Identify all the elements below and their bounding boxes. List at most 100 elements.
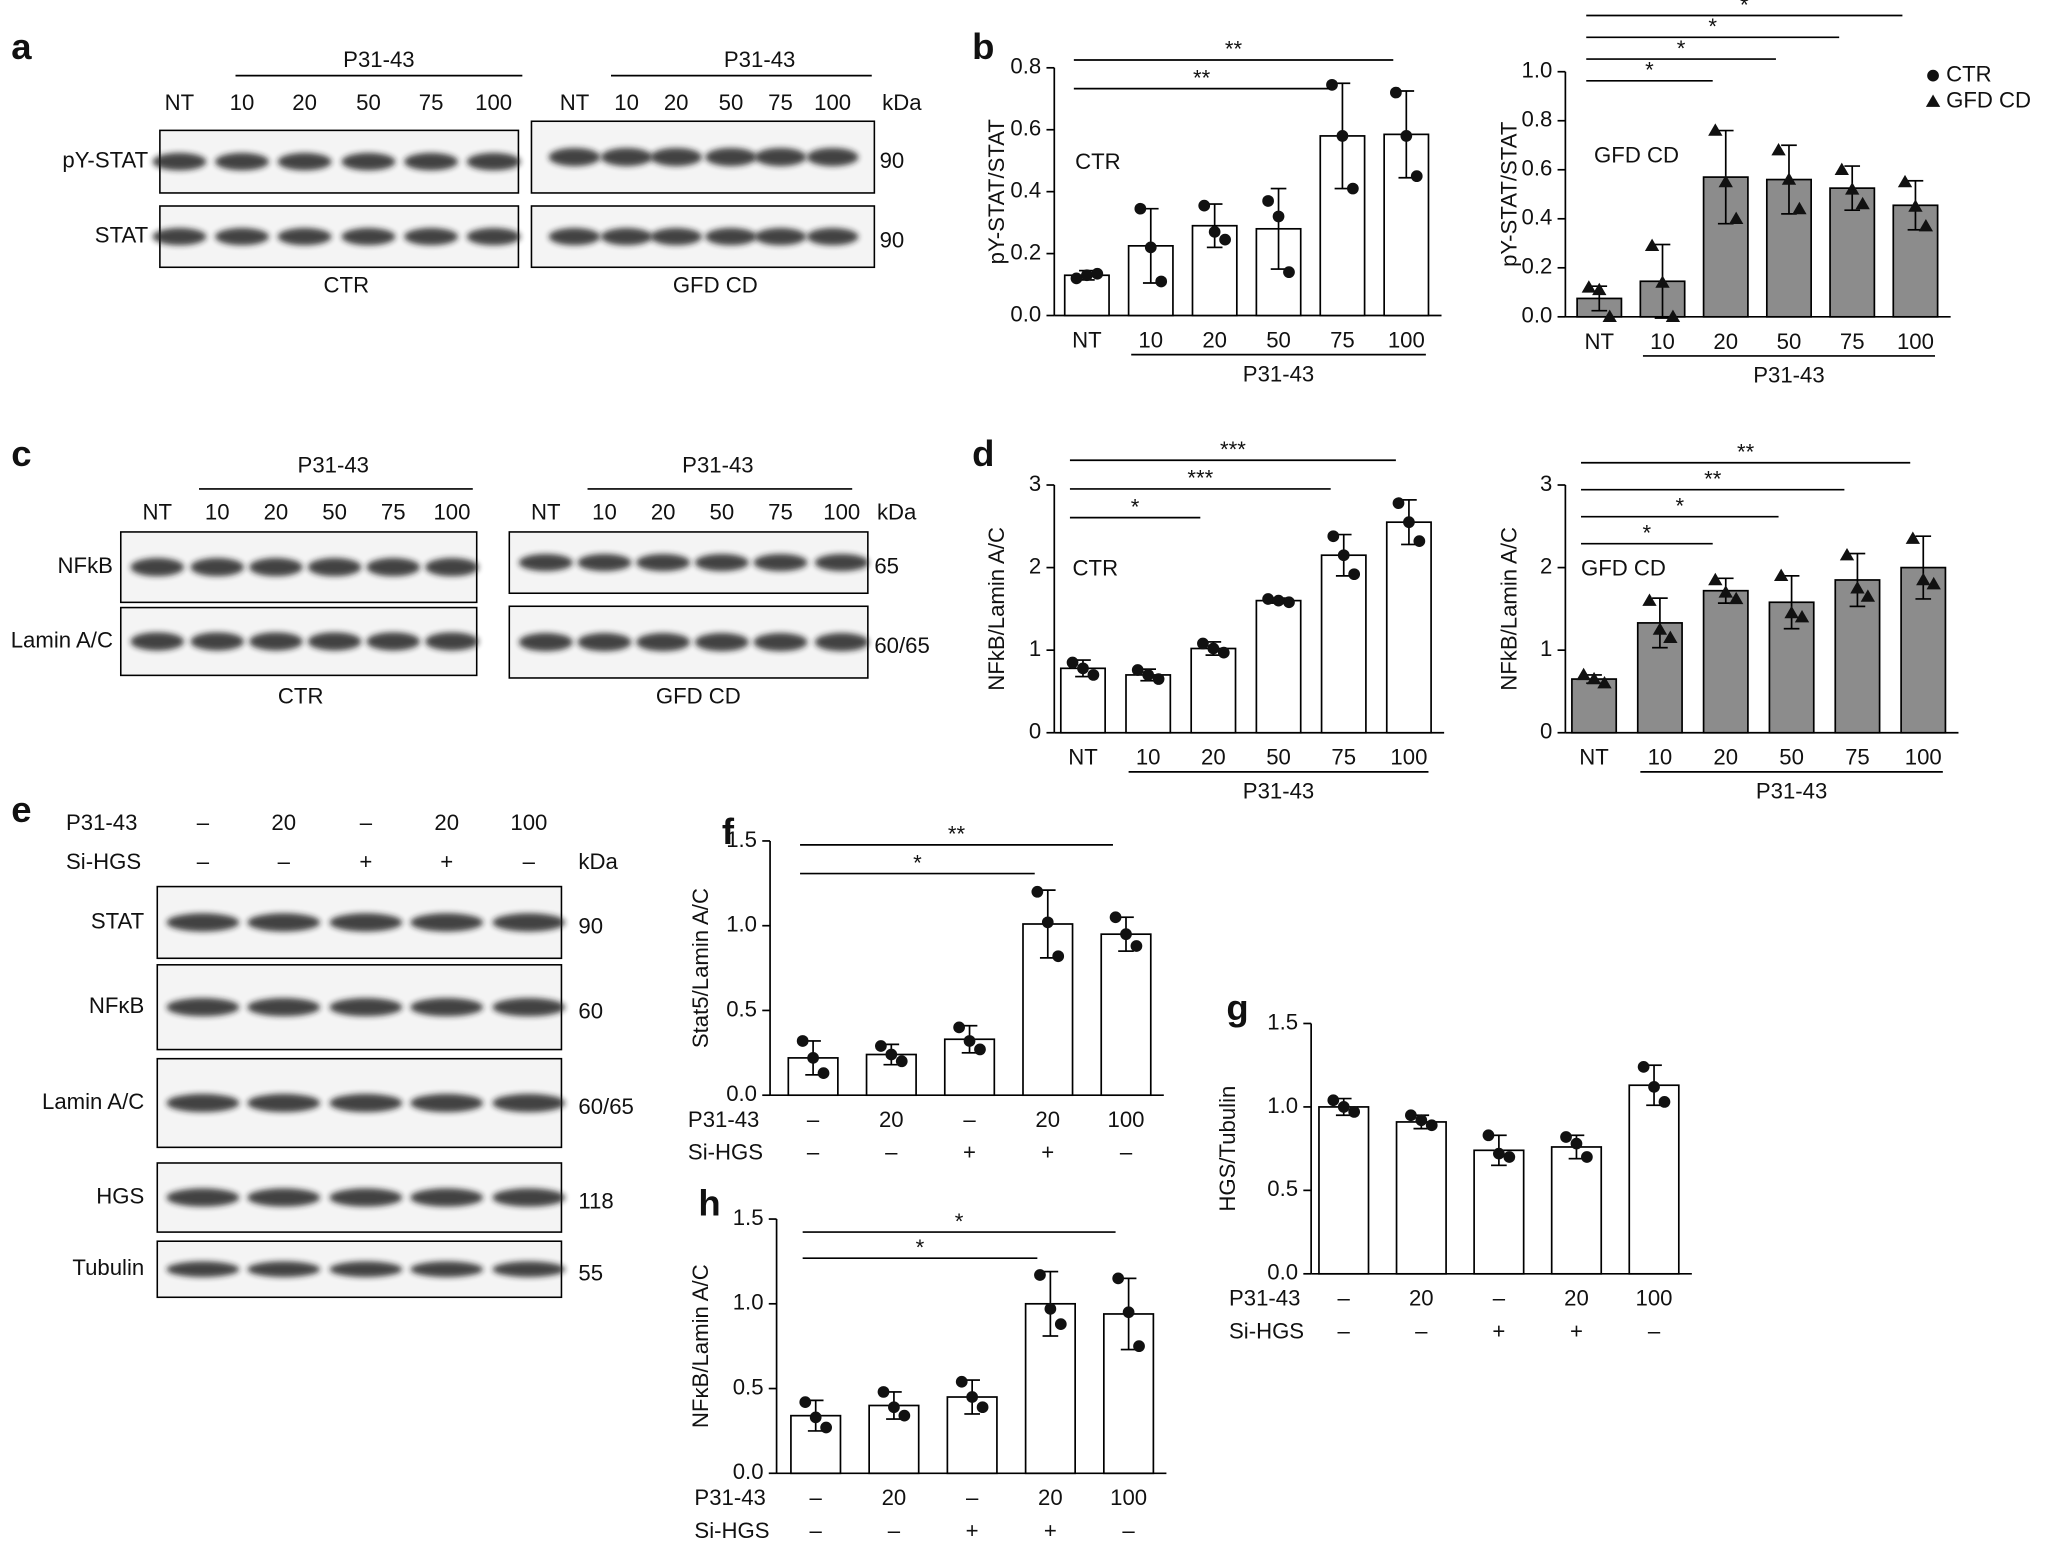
row-label: Tubulin [72, 1255, 144, 1280]
row-label: Lamin A/C [42, 1089, 144, 1114]
x-tick-label: 10 [1136, 745, 1161, 770]
row-label: STAT [91, 908, 145, 933]
x-tick-label: 20 [1409, 1286, 1434, 1311]
y-tick-label: 0.2 [1010, 239, 1041, 264]
blot-band [190, 558, 244, 577]
blot-band [329, 913, 403, 932]
blot-header: P31-43 [724, 47, 795, 72]
data-point [1337, 549, 1350, 562]
blot-header: P31-43 [682, 453, 753, 478]
data-point [1327, 530, 1340, 543]
data-point [1648, 1081, 1660, 1093]
significance-label: *** [1220, 437, 1246, 462]
condition-label: – [523, 849, 536, 874]
data-point [1041, 916, 1054, 929]
y-tick-label: 0.8 [1010, 54, 1041, 79]
data-point [953, 1021, 965, 1034]
y-axis-label: pY-STAT/STAT [984, 119, 1009, 265]
y-tick-label: 3 [1540, 471, 1552, 496]
blot-header: P31-43 [343, 47, 414, 72]
lane-label: 75 [381, 500, 406, 525]
panel-letter: e [11, 789, 31, 830]
data-point [1348, 568, 1361, 581]
data-point [1602, 309, 1617, 323]
blot-band [814, 554, 869, 572]
bar [1385, 521, 1432, 734]
row-label: NFkB [58, 553, 113, 578]
bar [1059, 667, 1106, 734]
blot-band [366, 632, 420, 651]
data-point [1839, 548, 1855, 561]
x-tick-label: 10 [1138, 327, 1163, 352]
significance-label: * [1131, 494, 1140, 519]
data-point [1272, 594, 1285, 607]
x-tick-label: – [810, 1518, 823, 1543]
x-row-name: Si-HGS [1229, 1318, 1304, 1343]
data-point [1918, 218, 1934, 232]
lane-label: NT [560, 90, 590, 115]
data-point [1392, 497, 1405, 510]
y-tick-label: 0.5 [1267, 1176, 1298, 1201]
panel-letter: g [1226, 987, 1248, 1028]
panel-letter: h [698, 1183, 720, 1224]
data-point [888, 1401, 900, 1414]
data-point [1131, 664, 1144, 676]
data-point [1066, 656, 1079, 669]
y-tick-label: 1.5 [733, 1205, 764, 1230]
group-label: P31-43 [1243, 361, 1314, 386]
blot-band [694, 632, 749, 652]
blot-band [152, 152, 207, 171]
data-point [1897, 174, 1913, 188]
data-point [1155, 275, 1168, 288]
data-point [898, 1409, 911, 1422]
blot-band [247, 1261, 321, 1278]
lane-label: 50 [719, 90, 744, 115]
y-tick-label: 0.6 [1522, 156, 1553, 181]
blot-band [425, 632, 479, 651]
data-point [1413, 535, 1426, 548]
data-point [1091, 267, 1104, 280]
data-point [1855, 196, 1870, 210]
blot-band [341, 152, 396, 171]
data-point [1708, 123, 1723, 136]
condition-label: + [359, 849, 372, 874]
blot-band [166, 998, 240, 1017]
significance-label: ** [1225, 37, 1243, 62]
blot-band [636, 554, 691, 572]
data-point [875, 1040, 887, 1052]
blot-band [814, 632, 869, 652]
blot-caption: GFD CD [673, 273, 758, 298]
size-label: 90 [578, 914, 603, 939]
blot-band [694, 554, 749, 572]
group-label: P31-43 [1243, 779, 1314, 804]
data-point [1637, 1061, 1650, 1073]
blot-band [130, 558, 184, 577]
data-point [1197, 637, 1209, 650]
panel-letter: a [11, 26, 32, 67]
data-point [1262, 593, 1274, 605]
data-point [1655, 275, 1670, 288]
data-point [1219, 233, 1231, 246]
x-tick-label: 20 [1035, 1107, 1060, 1132]
data-point [1283, 266, 1295, 279]
lane-label: 75 [419, 90, 444, 115]
blot-band [215, 152, 269, 171]
unit-label: kDa [578, 849, 618, 874]
condition-label: – [360, 810, 373, 835]
condition-label: 20 [434, 810, 459, 835]
y-tick-label: 0.4 [1010, 178, 1041, 203]
row-label: HGS [96, 1183, 144, 1208]
y-tick-label: 1.0 [1522, 58, 1553, 83]
condition-label: + [440, 849, 453, 874]
data-point [1283, 596, 1295, 609]
blot-band [249, 632, 303, 651]
data-point [1070, 272, 1083, 285]
blot-band [366, 558, 420, 577]
y-tick-label: 1.5 [1267, 1009, 1298, 1034]
x-tick-label: 100 [1108, 1107, 1145, 1132]
data-point [1781, 172, 1797, 185]
data-point [1581, 280, 1597, 293]
x-tick-label: NT [1072, 327, 1102, 352]
significance-label: ** [1737, 439, 1755, 464]
